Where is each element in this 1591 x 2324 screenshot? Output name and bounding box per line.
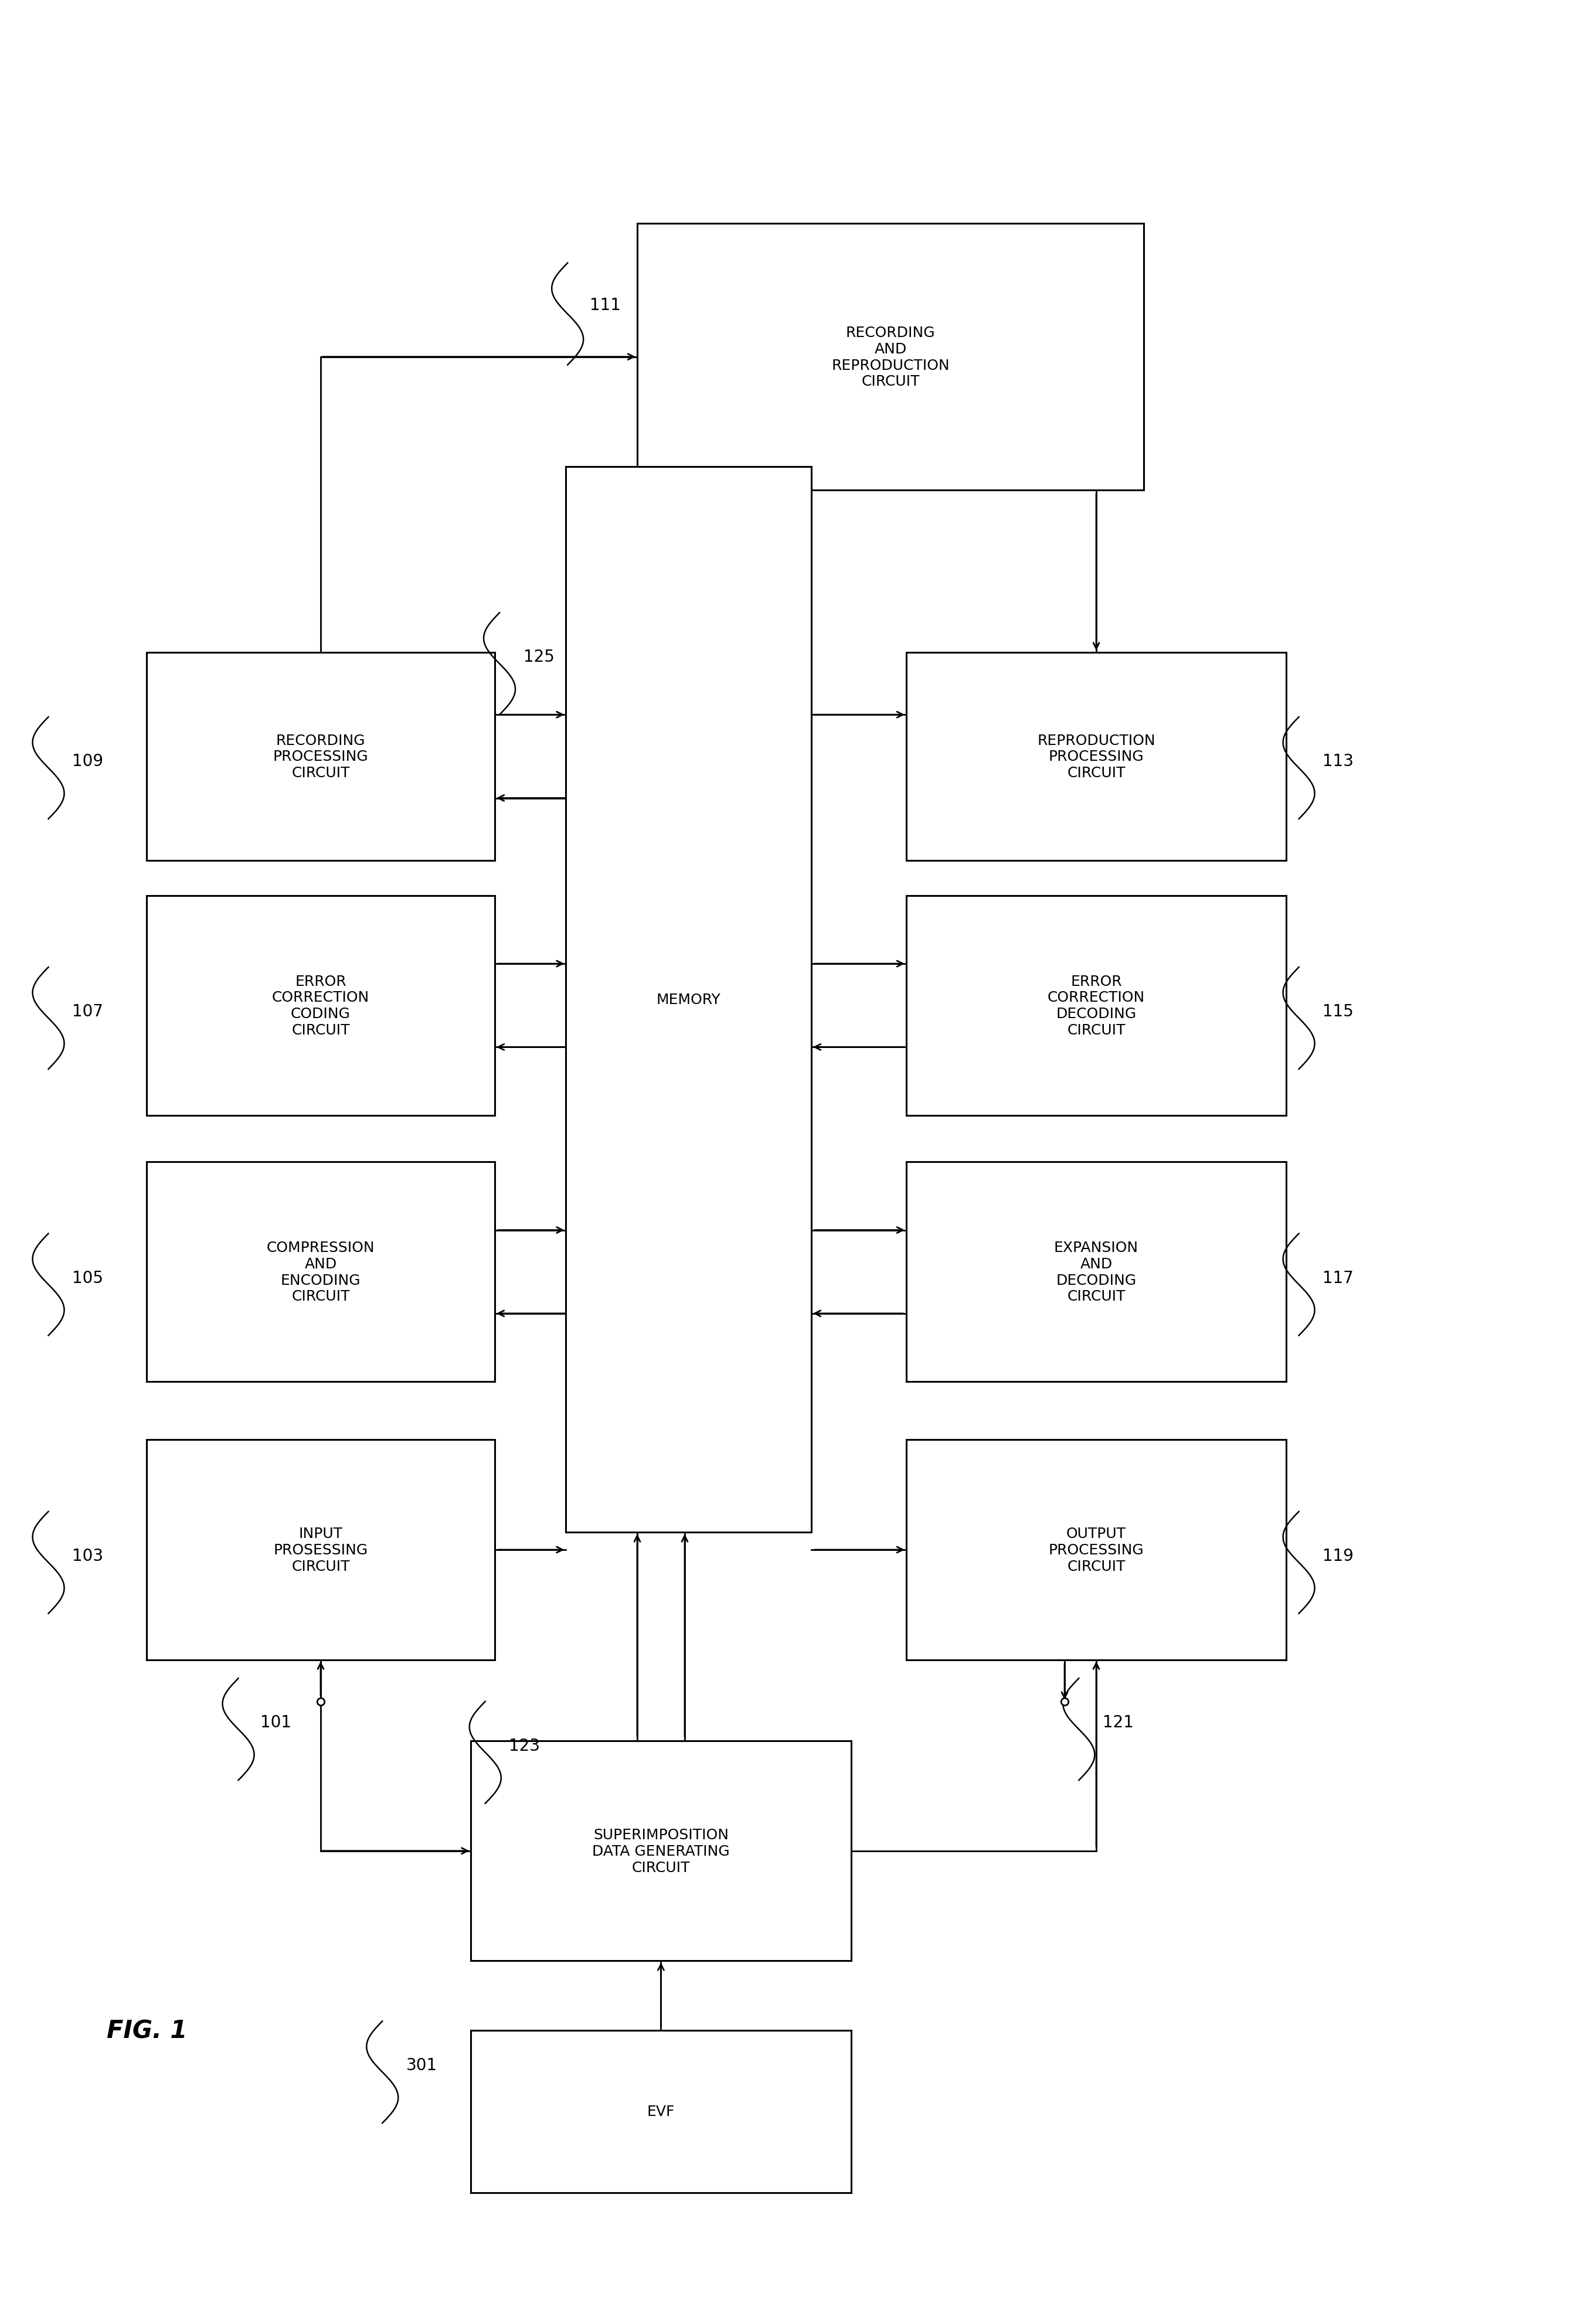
Bar <box>566 467 811 1532</box>
Text: ERROR
CORRECTION
DECODING
CIRCUIT: ERROR CORRECTION DECODING CIRCUIT <box>1047 974 1146 1037</box>
Text: 125: 125 <box>523 648 554 665</box>
Text: REPRODUCTION
PROCESSING
CIRCUIT: REPRODUCTION PROCESSING CIRCUIT <box>1037 734 1155 781</box>
Text: 105: 105 <box>72 1269 103 1285</box>
Bar <box>638 223 1144 490</box>
Text: ERROR
CORRECTION
CODING
CIRCUIT: ERROR CORRECTION CODING CIRCUIT <box>272 974 369 1037</box>
Text: 111: 111 <box>590 297 620 314</box>
Text: COMPRESSION
AND
ENCODING
CIRCUIT: COMPRESSION AND ENCODING CIRCUIT <box>267 1241 375 1304</box>
Text: INPUT
PROSESSING
CIRCUIT: INPUT PROSESSING CIRCUIT <box>274 1527 368 1573</box>
Text: 101: 101 <box>261 1715 291 1731</box>
Bar <box>146 1162 495 1383</box>
Text: RECORDING
PROCESSING
CIRCUIT: RECORDING PROCESSING CIRCUIT <box>274 734 368 781</box>
Text: RECORDING
AND
REPRODUCTION
CIRCUIT: RECORDING AND REPRODUCTION CIRCUIT <box>832 325 950 388</box>
Bar <box>471 1741 851 1961</box>
Text: 301: 301 <box>406 2057 438 2073</box>
Text: FIG. 1: FIG. 1 <box>107 2017 188 2043</box>
Bar <box>471 2031 851 2192</box>
Bar <box>146 1441 495 1659</box>
Bar <box>146 653 495 860</box>
Text: 119: 119 <box>1322 1548 1354 1564</box>
Text: 107: 107 <box>72 1004 103 1020</box>
Text: 123: 123 <box>509 1738 539 1755</box>
Text: 117: 117 <box>1322 1269 1354 1285</box>
Bar <box>907 1162 1286 1383</box>
Bar <box>907 1441 1286 1659</box>
Text: 121: 121 <box>1103 1715 1133 1731</box>
Bar <box>907 653 1286 860</box>
Text: EXPANSION
AND
DECODING
CIRCUIT: EXPANSION AND DECODING CIRCUIT <box>1053 1241 1139 1304</box>
Text: 109: 109 <box>72 753 103 769</box>
Text: MEMORY: MEMORY <box>657 992 721 1006</box>
Bar <box>907 895 1286 1116</box>
Bar <box>146 895 495 1116</box>
Text: SUPERIMPOSITION
DATA GENERATING
CIRCUIT: SUPERIMPOSITION DATA GENERATING CIRCUIT <box>592 1827 730 1873</box>
Text: 103: 103 <box>72 1548 103 1564</box>
Text: 113: 113 <box>1322 753 1354 769</box>
Text: OUTPUT
PROCESSING
CIRCUIT: OUTPUT PROCESSING CIRCUIT <box>1048 1527 1144 1573</box>
Text: 115: 115 <box>1322 1004 1354 1020</box>
Text: EVF: EVF <box>648 2106 675 2119</box>
